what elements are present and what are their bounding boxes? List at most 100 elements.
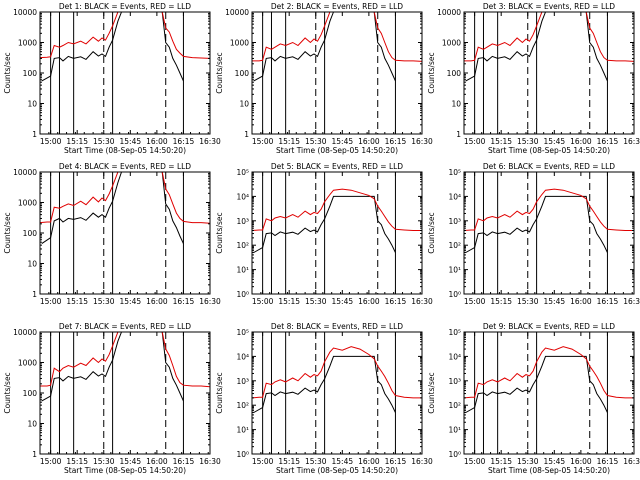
x-tick-label: 16:30 — [623, 137, 640, 146]
x-tick-label: 16:15 — [173, 297, 195, 306]
plot-frame — [39, 11, 211, 135]
lld-series-line — [252, 188, 422, 231]
x-tick-label: 16:15 — [597, 297, 619, 306]
panel-title: Det 4: BLACK = Events, RED = LLD — [59, 162, 191, 171]
x-tick-label: 16:15 — [597, 137, 619, 146]
x-tick-label: 16:00 — [358, 457, 380, 466]
y-tick-label: 100 — [23, 69, 38, 78]
x-tick-label: 16:00 — [146, 297, 168, 306]
panel-det-8: 10⁰ 10¹ 10² 10³ 10⁴ 10⁵ 15:00 15:15 15:30 15:45 16… — [215, 322, 433, 475]
lld-series-line — [252, 346, 422, 399]
lld-series-line — [252, 12, 422, 62]
x-tick-label: 15:30 — [93, 297, 115, 306]
y-tick-label: 10³ — [236, 377, 249, 386]
y-axis-label: Counts/sec — [427, 372, 436, 413]
y-tick-label: 10 — [27, 420, 37, 429]
x-tick-label: 15:15 — [490, 137, 512, 146]
x-tick-label: 16:00 — [570, 137, 592, 146]
x-tick-label: 15:00 — [252, 457, 274, 466]
lld-series-line — [40, 172, 210, 224]
y-tick-label: 10⁴ — [236, 352, 249, 361]
x-tick-label: 15:30 — [305, 297, 327, 306]
y-tick-label: 1 — [456, 130, 461, 139]
panel-title: Det 7: BLACK = Events, RED = LLD — [59, 322, 191, 331]
x-tick-label: 15:45 — [332, 137, 354, 146]
x-tick-label: 15:00 — [40, 137, 62, 146]
x-tick-label: 16:30 — [623, 457, 640, 466]
y-axis-label: Counts/sec — [427, 212, 436, 253]
x-tick-label: 15:15 — [490, 297, 512, 306]
y-tick-label: 10³ — [448, 377, 461, 386]
x-tick-label: 15:15 — [278, 137, 300, 146]
x-tick-label: 15:45 — [544, 297, 566, 306]
y-axis-label: Counts/sec — [215, 372, 224, 413]
y-tick-label: 10¹ — [448, 266, 461, 275]
y-tick-label: 10³ — [236, 217, 249, 226]
y-axis-label: Counts/sec — [427, 52, 436, 93]
x-tick-label: 15:45 — [544, 457, 566, 466]
x-tick-label: 15:00 — [464, 137, 486, 146]
x-tick-label: 15:15 — [66, 457, 88, 466]
x-tick-label: 15:30 — [305, 137, 327, 146]
y-tick-label: 10² — [236, 401, 249, 410]
y-tick-label: 1 — [32, 130, 37, 139]
x-tick-label: 16:30 — [199, 137, 221, 146]
events-series-line — [465, 12, 608, 82]
y-axis-label: Counts/sec — [3, 212, 12, 253]
x-tick-label: 16:15 — [597, 457, 619, 466]
x-tick-label: 15:15 — [278, 457, 300, 466]
plot-frame — [39, 171, 211, 295]
y-tick-label: 10 — [27, 100, 37, 109]
panel-det-5: 10⁰ 10¹ 10² 10³ 10⁴ 10⁵ 15:00 15:15 15:30 15:45 16… — [215, 162, 433, 306]
y-tick-label: 10⁵ — [448, 168, 461, 177]
y-tick-label: 10² — [236, 241, 249, 250]
x-tick-label: 15:45 — [332, 457, 354, 466]
x-tick-label: 15:15 — [490, 457, 512, 466]
panel-det-3: 1 10 100 1000 10000 15:00 15:15 15:30 15:45 16:00… — [427, 2, 640, 155]
plot-frame — [463, 11, 635, 135]
y-tick-label: 10⁰ — [236, 290, 249, 299]
y-axis-label: Counts/sec — [215, 52, 224, 93]
x-axis-label: Start Time (08-Sep-05 14:50:20) — [64, 466, 186, 475]
events-series-line — [253, 355, 396, 413]
panel-title: Det 3: BLACK = Events, RED = LLD — [483, 2, 615, 11]
x-tick-label: 16:30 — [411, 457, 433, 466]
x-tick-label: 15:30 — [517, 297, 539, 306]
y-tick-label: 10⁵ — [236, 168, 249, 177]
lld-series-line — [464, 188, 634, 231]
x-tick-label: 16:00 — [570, 457, 592, 466]
y-tick-label: 10¹ — [448, 426, 461, 435]
x-tick-label: 15:00 — [464, 297, 486, 306]
y-tick-label: 10⁴ — [448, 352, 461, 361]
x-tick-label: 15:45 — [544, 137, 566, 146]
events-series-line — [41, 12, 184, 82]
y-axis-label: Counts/sec — [3, 372, 12, 413]
y-tick-label: 10 — [451, 100, 461, 109]
x-axis-label: Start Time (08-Sep-05 14:50:20) — [64, 146, 186, 155]
y-tick-label: 10³ — [448, 217, 461, 226]
y-tick-label: 1000 — [18, 39, 37, 48]
plot-frame — [39, 331, 211, 455]
x-axis-label: Start Time (08-Sep-05 14:50:20) — [488, 466, 610, 475]
x-tick-label: 15:15 — [278, 297, 300, 306]
y-tick-label: 10000 — [437, 8, 461, 17]
events-series-line — [465, 355, 608, 413]
x-tick-label: 15:00 — [40, 297, 62, 306]
y-tick-label: 100 — [23, 229, 38, 238]
y-tick-label: 10² — [448, 241, 461, 250]
y-tick-label: 1000 — [442, 39, 461, 48]
y-tick-label: 10⁴ — [448, 192, 461, 201]
x-tick-label: 16:15 — [173, 137, 195, 146]
x-axis-label: Start Time (08-Sep-05 14:50:20) — [488, 146, 610, 155]
plot-frame — [251, 11, 423, 135]
lld-series-line — [40, 332, 210, 388]
x-tick-label: 15:30 — [517, 457, 539, 466]
panel-det-1: 1 10 100 1000 10000 15:00 15:15 15:30 15:45 16:00… — [3, 2, 221, 155]
y-tick-label: 1000 — [18, 199, 37, 208]
y-tick-label: 10000 — [225, 8, 249, 17]
x-tick-label: 15:45 — [120, 297, 142, 306]
x-tick-label: 16:30 — [411, 137, 433, 146]
x-tick-label: 15:30 — [93, 137, 115, 146]
panel-title: Det 9: BLACK = Events, RED = LLD — [483, 322, 615, 331]
plot-frame — [251, 331, 423, 455]
